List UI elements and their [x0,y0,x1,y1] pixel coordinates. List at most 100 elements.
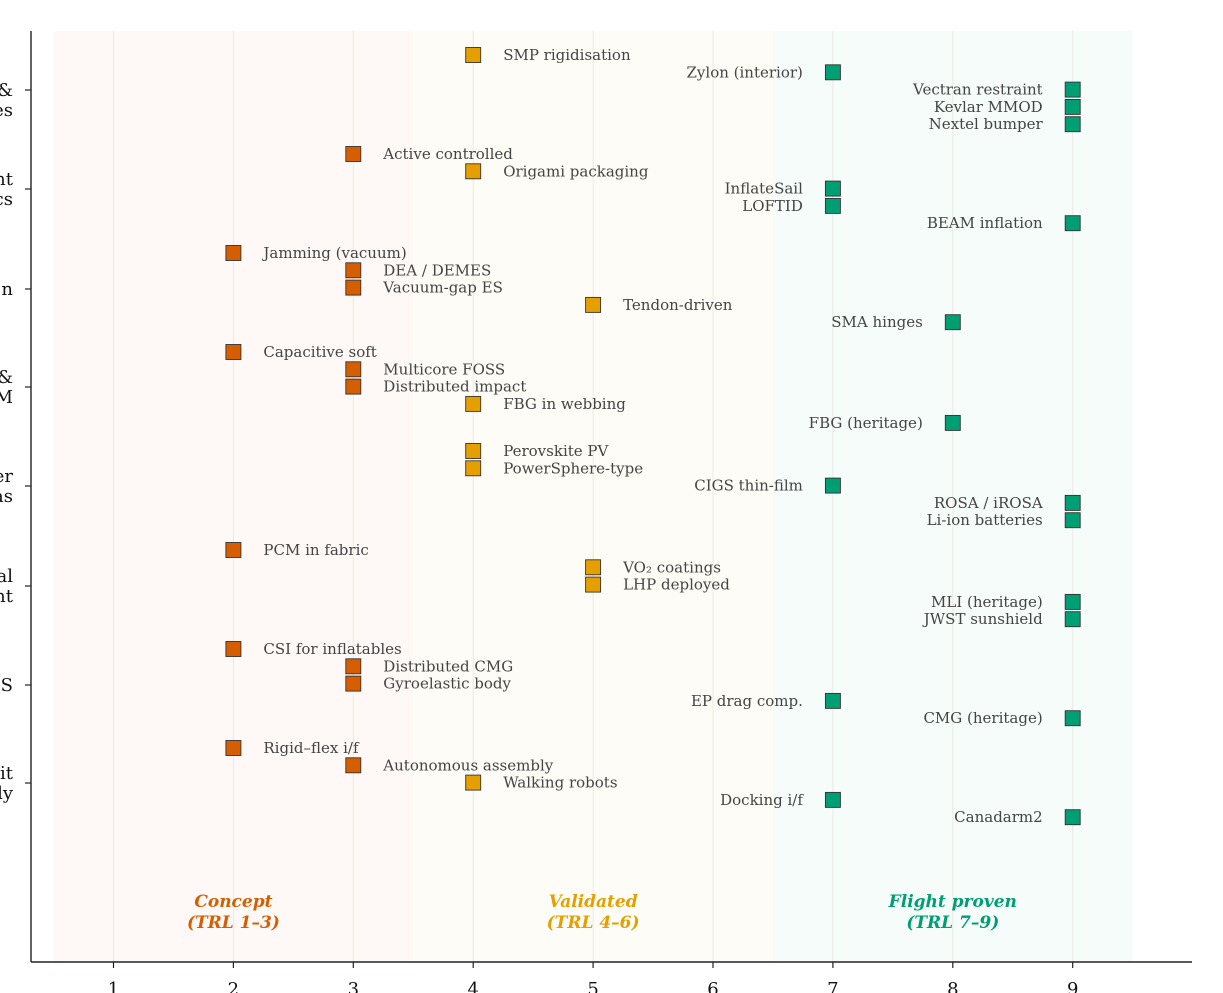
point-label-34: CMG (heritage) [923,709,1042,727]
marker-10 [225,245,242,261]
x-tick-label-7: 8 [947,979,958,993]
marker-3 [1064,98,1081,115]
marker-29 [1064,611,1081,628]
marker-16 [345,361,362,378]
marker-27 [585,576,602,593]
marker-9 [1064,215,1081,232]
marker-4 [1064,116,1081,133]
marker-38 [824,791,841,808]
marker-12 [345,279,362,296]
category-label-3-0: & [0,367,13,388]
category-label-7-1: ly [0,783,14,804]
point-label-29: JWST sunshield [922,610,1043,628]
point-label-11: DEA / DEMES [383,261,491,279]
point-label-3: Kevlar MMOD [934,98,1043,116]
marker-23 [1064,494,1081,511]
point-label-8: LOFTID [742,197,803,215]
point-label-38: Docking i/f [720,791,804,809]
point-label-39: Canadarm2 [954,808,1043,826]
marker-28 [1064,593,1081,610]
point-label-0: SMP rigidisation [503,46,631,64]
data-points: SMP rigidisation Zylon (interior) Vectran … [225,46,1081,826]
point-label-13: Tendon-driven [623,296,733,314]
point-label-4: Nextel bumper [929,115,1044,133]
marker-7 [824,180,841,197]
marker-22 [824,477,841,494]
point-label-25: PCM in fabric [263,541,368,559]
band-label-2-0: Flight proven [888,892,1017,912]
point-label-27: LHP deployed [623,576,730,594]
x-tick-label-8: 9 [1067,979,1078,993]
marker-26 [585,559,602,576]
marker-21 [465,460,482,477]
point-label-9: BEAM inflation [927,214,1043,232]
x-tick-label-1: 2 [228,979,239,993]
marker-35 [225,740,242,756]
point-label-12: Vacuum-gap ES [382,279,503,297]
marker-5 [345,146,362,162]
x-tick-label-6: 7 [827,979,838,993]
point-label-36: Autonomous assembly [382,756,553,774]
x-tick-label-4: 5 [587,979,598,993]
category-label-1-1: cs [0,189,13,210]
marker-18 [465,395,482,412]
marker-34 [1064,710,1081,727]
marker-33 [824,692,841,709]
marker-39 [1064,809,1081,826]
band-label-1-0: Validated [549,892,638,912]
category-label-4-1: as [0,486,13,507]
marker-6 [465,163,482,180]
marker-13 [585,296,602,313]
category-label-0-1: & [0,80,13,101]
point-label-28: MLI (heritage) [931,593,1043,611]
category-label-6-0: S [1,675,13,696]
x-tick-label-3: 4 [467,979,478,993]
point-label-15: Capacitive soft [263,343,376,361]
point-label-35: Rigid–flex i/f [263,739,360,757]
axes [25,31,1192,963]
point-label-33: EP drag comp. [691,692,803,710]
category-label-5-0: al [0,566,13,587]
point-label-30: CSI for inflatables [263,640,401,658]
marker-19 [944,414,961,431]
x-tick-label-0: 1 [108,979,119,993]
category-label-1-0: nt [0,169,14,190]
marker-20 [465,443,482,459]
category-label-5-1: nt [0,586,14,607]
point-label-22: CIGS thin-film [694,477,803,495]
point-label-32: Gyroelastic body [383,675,511,693]
point-label-37: Walking robots [503,774,617,792]
point-label-5: Active controlled [382,145,513,163]
point-label-16: Multicore FOSS [383,360,505,378]
marker-37 [465,774,482,791]
marker-1 [824,64,841,81]
point-label-2: Vectran restraint [912,81,1043,99]
point-label-14: SMA hinges [831,313,923,331]
marker-25 [225,542,242,558]
point-label-17: Distributed impact [383,378,526,396]
x-axis-ticks: 1 2 3 4 5 6 7 8 9 [108,962,1078,993]
category-label-3-1: M [0,387,13,408]
x-tick-label-5: 6 [707,979,718,993]
point-label-6: Origami packaging [503,162,649,180]
marker-15 [225,344,242,360]
point-label-10: Jamming (vacuum) [261,244,406,262]
band-label-0-1: (TRL 1–3) [187,913,280,933]
marker-11 [345,262,362,279]
category-label-2-0: n [1,279,13,300]
point-label-20: Perovskite PV [503,442,609,460]
marker-17 [345,378,362,395]
point-label-19: FBG (heritage) [809,414,923,432]
band-labels: Concept(TRL 1–3) Validated(TRL 4–6) Flight… [187,892,1017,933]
band-label-2-1: (TRL 7–9) [906,913,999,933]
point-label-24: Li-ion batteries [927,511,1043,529]
marker-0 [465,47,482,63]
marker-36 [345,757,362,774]
band-label-1-1: (TRL 4–6) [547,913,640,933]
marker-8 [824,197,841,214]
category-label-4-0: er [0,466,13,487]
point-label-26: VO₂ coatings [622,558,721,576]
marker-2 [1064,81,1081,98]
x-tick-label-2: 3 [348,979,359,993]
